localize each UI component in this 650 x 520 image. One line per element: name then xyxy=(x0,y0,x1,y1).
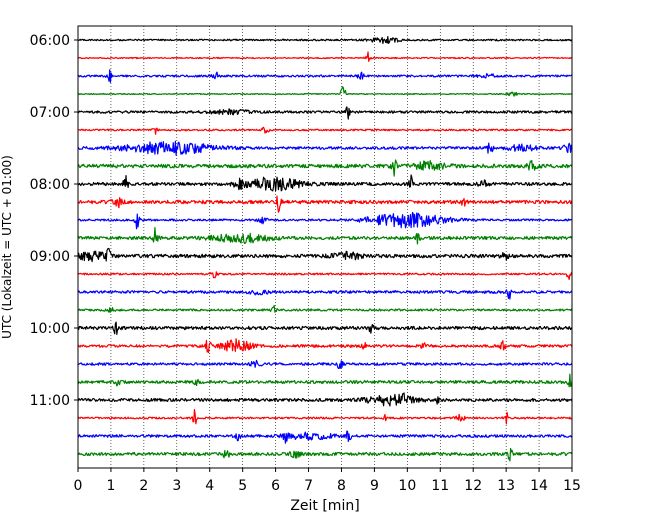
y-tick-label: 08:00 xyxy=(30,177,70,193)
trace-line-0715 xyxy=(77,126,573,135)
x-tick-label: 13 xyxy=(497,478,515,494)
x-tick-label: 12 xyxy=(464,478,482,494)
x-axis-ticks: 0 1 2 3 4 5 6 7 8 9 10 11 12 13 14 15 xyxy=(74,468,581,494)
trace-line-0615 xyxy=(77,51,573,62)
y-axis-label: UTC (Lokalzeit = UTC + 01:00) xyxy=(0,155,14,339)
trace-line-0930 xyxy=(77,289,573,300)
trace-line-1030 xyxy=(77,359,573,370)
y-tick-label: 07:00 xyxy=(30,105,70,121)
plot-frame xyxy=(77,25,573,469)
trace-line-0700 xyxy=(77,106,573,120)
trace-line-1045 xyxy=(77,373,573,388)
trace-line-0830 xyxy=(77,211,573,230)
seismic-traces xyxy=(77,36,573,462)
trace-line-1100 xyxy=(77,392,573,407)
y-tick-label: 06:00 xyxy=(30,33,70,49)
x-tick-label: 1 xyxy=(106,478,115,494)
trace-line-1115 xyxy=(77,408,573,425)
x-tick-label: 10 xyxy=(398,478,416,494)
trace-line-1015 xyxy=(77,338,573,354)
y-tick-label: 09:00 xyxy=(30,249,70,265)
x-tick-label: 2 xyxy=(139,478,148,494)
trace-line-0945 xyxy=(77,304,573,313)
trace-line-0915 xyxy=(77,271,573,280)
x-tick-label: 11 xyxy=(431,478,449,494)
trace-line-0745 xyxy=(77,159,573,177)
x-tick-label: 8 xyxy=(337,478,346,494)
x-tick-label: 6 xyxy=(271,478,280,494)
trace-line-0900 xyxy=(77,247,573,263)
trace-line-0630 xyxy=(77,69,573,83)
x-tick-label: 15 xyxy=(563,478,581,494)
y-tick-label: 11:00 xyxy=(30,393,70,409)
x-tick-label: 5 xyxy=(238,478,247,494)
trace-line-1000 xyxy=(77,321,573,335)
trace-line-1130 xyxy=(77,430,573,444)
x-tick-label: 0 xyxy=(74,478,83,494)
x-tick-label: 14 xyxy=(530,478,548,494)
trace-line-0815 xyxy=(77,195,573,213)
x-tick-label: 3 xyxy=(172,478,181,494)
trace-line-1145 xyxy=(77,447,573,462)
trace-line-0645 xyxy=(77,86,573,97)
y-tick-label: 10:00 xyxy=(30,321,70,337)
plot-background xyxy=(78,26,572,468)
x-tick-label: 9 xyxy=(370,478,379,494)
x-tick-label: 7 xyxy=(304,478,313,494)
trace-line-0800 xyxy=(77,174,573,192)
x-axis-label: Zeit [min] xyxy=(290,498,359,514)
trace-line-0730 xyxy=(77,140,573,156)
y-axis-ticks: 06:00 07:00 08:00 09:00 10:00 11:00 xyxy=(30,33,78,409)
x-tick-label: 4 xyxy=(205,478,214,494)
trace-line-0600 xyxy=(77,36,573,45)
trace-line-0845 xyxy=(77,226,573,245)
